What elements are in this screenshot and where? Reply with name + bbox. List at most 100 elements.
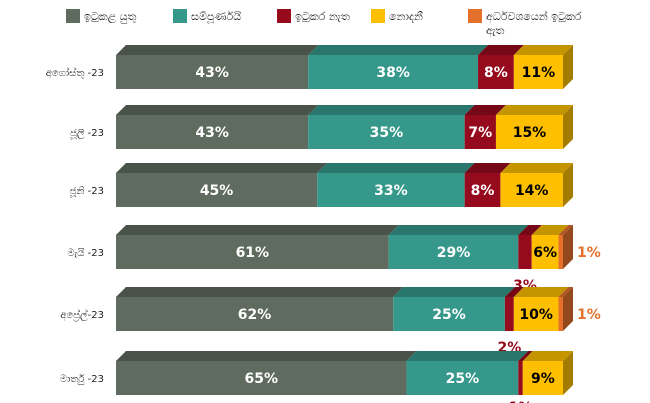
value-label: 8% bbox=[484, 65, 508, 81]
bar-row: අප්‍රේල්-23 62% 25%2%10% 1% bbox=[60, 287, 601, 356]
category-label: අප්‍රේල්-23 bbox=[60, 308, 104, 321]
bar-segment-top bbox=[518, 225, 542, 235]
bar-segment bbox=[513, 297, 559, 331]
bar-segment-top bbox=[464, 105, 506, 115]
value-label: 25% bbox=[446, 371, 480, 387]
bar-segment-top bbox=[308, 105, 475, 115]
legend-item: සම්පූර්ණයි bbox=[173, 9, 242, 23]
bar-segment-top bbox=[393, 287, 515, 297]
bar-segment bbox=[464, 173, 501, 207]
bar-segment bbox=[116, 55, 309, 89]
value-label: 43% bbox=[195, 125, 229, 141]
bar-segment-top bbox=[558, 225, 573, 235]
legend: ඉටුකළ යුතු සම්පූර්ණයි ඉටුකර නැත නොදනී අර්ධවශ… bbox=[66, 9, 582, 38]
bar-segment bbox=[393, 297, 505, 331]
bar-row: ජූලි -23 43% 35% 7% 15% bbox=[70, 105, 573, 149]
value-label: 43% bbox=[195, 65, 229, 81]
bar-end-face bbox=[563, 105, 573, 149]
value-label: 38% bbox=[376, 65, 410, 81]
bar-segment-top bbox=[116, 287, 404, 297]
legend-label: ඇත bbox=[486, 24, 505, 38]
bar-end-face bbox=[563, 287, 573, 331]
bar-segment bbox=[388, 235, 519, 269]
bar-segment-top bbox=[531, 225, 569, 235]
bar-segment bbox=[308, 115, 465, 149]
legend-swatch bbox=[66, 9, 80, 23]
legend-label: ඉටුකළ යුතු bbox=[84, 10, 137, 24]
legend-swatch bbox=[468, 9, 482, 23]
value-label: 10% bbox=[519, 307, 553, 323]
bar-row: ජූනි -23 45% 33% 8% 14% bbox=[69, 163, 573, 207]
bar-segment bbox=[518, 235, 532, 269]
value-label: 25% bbox=[432, 307, 466, 323]
bar-segment-top bbox=[500, 163, 573, 173]
bar-top-face bbox=[116, 225, 573, 235]
bar-segment-top bbox=[518, 351, 533, 361]
bar-segment bbox=[518, 361, 523, 395]
bar-end-face bbox=[563, 351, 573, 395]
bar-top-face bbox=[116, 287, 573, 297]
bar-segment bbox=[522, 361, 563, 395]
bar-row: අගෝස්තු -23 43% 38% 8% 11% bbox=[46, 45, 573, 89]
bar-segment bbox=[406, 361, 519, 395]
bar-segment bbox=[558, 297, 563, 331]
legend-label: අර්ධවශයෙන් ඉටුකර bbox=[486, 9, 582, 24]
legend-label: සම්පූර්ණයි bbox=[191, 10, 242, 23]
bar-top-face bbox=[116, 45, 573, 55]
value-label: 1% bbox=[577, 245, 601, 261]
bar-segment-top bbox=[116, 351, 417, 361]
category-label: ජූනි -23 bbox=[69, 186, 104, 197]
category-label: මාර්තු -23 bbox=[60, 373, 104, 385]
bar-row: මාර්තු -23 65% 25% 1% 9% bbox=[60, 351, 573, 403]
legend-item: නොදනී bbox=[371, 9, 423, 23]
bar-end-face bbox=[563, 163, 573, 207]
bar-segment bbox=[464, 115, 496, 149]
value-label: 35% bbox=[370, 125, 404, 141]
category-label: ජූලි -23 bbox=[70, 128, 104, 139]
category-label: මැයි -23 bbox=[67, 248, 104, 259]
legend-item: ඉටුකළ යුතු bbox=[66, 9, 137, 24]
value-label: 15% bbox=[513, 125, 547, 141]
bar-segment-top bbox=[308, 45, 489, 55]
value-label: 8% bbox=[471, 183, 495, 199]
bar-end-face bbox=[563, 45, 573, 89]
value-label: 62% bbox=[238, 307, 272, 323]
legend-swatch bbox=[371, 9, 385, 23]
bar-segment bbox=[513, 55, 563, 89]
value-label: 45% bbox=[200, 183, 234, 199]
bar-segment-top bbox=[116, 163, 328, 173]
bar-segment-top bbox=[317, 163, 475, 173]
bar-segment-top bbox=[522, 351, 573, 361]
bar-segment bbox=[116, 361, 407, 395]
value-label: 14% bbox=[515, 183, 549, 199]
bar-segment-top bbox=[478, 45, 524, 55]
value-label: 61% bbox=[236, 245, 270, 261]
bar-segment bbox=[531, 235, 559, 269]
legend-label: නොදනී bbox=[389, 10, 423, 23]
bar-segment bbox=[308, 55, 479, 89]
bar-top-face bbox=[116, 351, 573, 361]
bar-segment-top bbox=[513, 45, 573, 55]
value-label: 65% bbox=[245, 371, 279, 387]
value-label: 9% bbox=[531, 371, 555, 387]
bar-segment-top bbox=[464, 163, 511, 173]
bar-segment-top bbox=[406, 351, 529, 361]
legend-swatch bbox=[277, 9, 291, 23]
bar-segment bbox=[116, 297, 394, 331]
value-label: 29% bbox=[437, 245, 471, 261]
bar-segment bbox=[116, 115, 309, 149]
bar-segment bbox=[478, 55, 514, 89]
bar-segment bbox=[317, 173, 465, 207]
category-label: අගෝස්තු -23 bbox=[46, 66, 104, 79]
bar-end-face bbox=[563, 225, 573, 269]
bar-segment-top bbox=[504, 287, 524, 297]
value-label: 6% bbox=[533, 245, 557, 261]
bar-segment-top bbox=[495, 105, 573, 115]
value-label: 1% bbox=[509, 400, 533, 403]
bar-segment bbox=[495, 115, 563, 149]
bar-segment bbox=[558, 235, 563, 269]
bar-segment-top bbox=[116, 45, 319, 55]
